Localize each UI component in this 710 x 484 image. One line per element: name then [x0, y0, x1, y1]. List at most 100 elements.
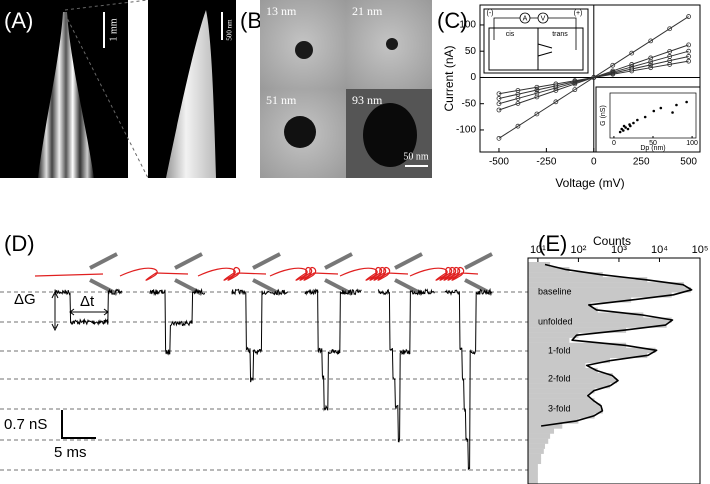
hist-bar [528, 272, 603, 278]
meter-label: A [523, 15, 528, 22]
current-trace [377, 288, 435, 443]
hist-bar [528, 428, 555, 434]
inset [595, 86, 701, 153]
pore-wall [464, 278, 493, 296]
pipette-tip [166, 10, 216, 178]
hist-bar [528, 388, 595, 394]
point [659, 106, 663, 110]
level-label: baseline [538, 286, 572, 296]
hist-bar [528, 443, 546, 449]
level-label: unfolded [538, 316, 573, 326]
hist-bar [528, 292, 672, 298]
iv-point [629, 50, 635, 56]
pore-wall [464, 252, 493, 270]
hist-bar [528, 367, 598, 374]
wire [493, 17, 577, 24]
meter-label: V [541, 15, 546, 22]
panel-label: (C) [437, 8, 468, 33]
scale-x: 5 ms [54, 444, 87, 461]
x-axis-label: Dp (nm) [640, 145, 665, 152]
iv-point [629, 68, 635, 74]
scale-bar [61, 410, 96, 439]
hist-bar [528, 458, 542, 465]
pore-size: 13 nm [266, 4, 297, 18]
x-tick-label: -500 [489, 157, 509, 168]
iv-point [648, 62, 654, 68]
pore [295, 41, 313, 59]
hist-bar [528, 327, 627, 333]
hist-bar [528, 448, 544, 454]
hist-bar [528, 297, 632, 303]
level-label: 1-fold [548, 345, 571, 355]
current-trace [231, 288, 289, 383]
x-tick-label: 10⁴ [651, 244, 668, 256]
hist-bar [528, 373, 613, 379]
x-tick-label: 10² [570, 244, 586, 256]
iv-point [496, 107, 502, 113]
hist-bar [528, 312, 644, 318]
hist-bar [528, 438, 549, 444]
molecule [34, 273, 104, 277]
y-tick-label: -100 [456, 125, 476, 136]
meter [537, 12, 549, 24]
pipette-icon [537, 43, 553, 57]
iv-point [496, 91, 502, 97]
fit-curve [540, 263, 693, 427]
current-trace [149, 287, 206, 356]
pore-wall [89, 278, 118, 296]
y-tick-label: 50 [465, 46, 477, 57]
hist-bar [528, 378, 618, 384]
pore-wall [89, 252, 118, 270]
hist-bar [528, 332, 579, 338]
iv-point [686, 48, 692, 54]
hist-bar [528, 347, 656, 354]
pore [284, 116, 316, 148]
current-trace [54, 288, 123, 326]
pore-size: 51 nm [266, 93, 297, 107]
iv-point [553, 88, 559, 93]
x-axis-label: Voltage (mV) [555, 176, 624, 190]
hist-bar [528, 262, 551, 268]
hist-bar [528, 352, 648, 359]
scale-label: 1 mm [108, 18, 119, 41]
point [632, 121, 635, 125]
hist-bar [528, 413, 595, 419]
point [629, 124, 632, 128]
x-tick-label: 10⁵ [692, 244, 709, 256]
pore-size: 21 nm [352, 4, 383, 18]
iv-point [667, 49, 673, 54]
point [643, 115, 647, 119]
molecule [197, 266, 267, 281]
iv-point [553, 81, 559, 87]
pore-wall [394, 252, 423, 270]
iv-point [534, 87, 540, 93]
point [671, 111, 674, 114]
x-tick-label: 0 [612, 140, 616, 147]
point [618, 130, 622, 134]
y-tick-label: 0 [470, 72, 476, 83]
molecule [409, 266, 479, 281]
x-tick-label: 10³ [611, 244, 627, 256]
cell [488, 27, 584, 71]
iv-point [534, 111, 540, 117]
point [652, 109, 656, 113]
point [621, 129, 625, 132]
scale-y: 0.7 nS [4, 416, 47, 433]
x-tick-label: 50 [649, 140, 657, 147]
terminal-label: (-) [487, 10, 494, 17]
scale-label: 500 nm [226, 19, 234, 41]
point [675, 103, 678, 107]
x-tick-label: 100 [686, 140, 698, 147]
panel-label: (D) [4, 231, 35, 256]
iv-point [534, 90, 540, 96]
hist-bar [528, 393, 589, 399]
x-axis-label: Counts [593, 234, 631, 248]
iv-point [686, 54, 692, 59]
iv-point [667, 26, 673, 32]
pore [386, 38, 398, 50]
hist-bar [528, 453, 542, 459]
hist-bar [528, 463, 538, 470]
pore [363, 103, 417, 167]
iv-point [534, 84, 540, 90]
y-axis-label: Current (nA) [442, 45, 456, 111]
